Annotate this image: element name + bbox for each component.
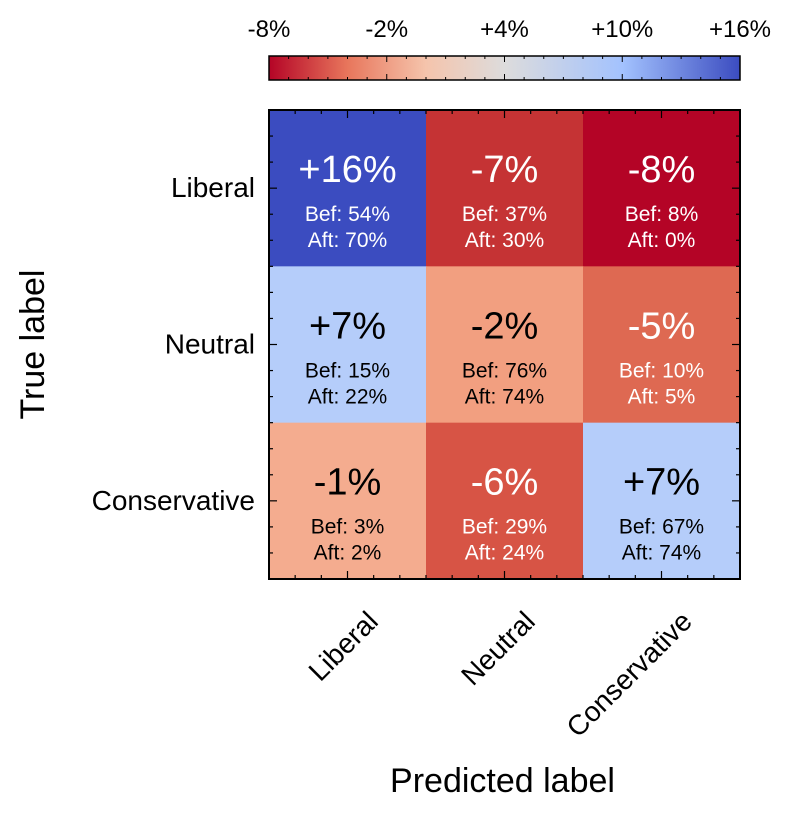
colorbar-tick-label: +4% (480, 16, 529, 43)
cell-before-label: Bef: 54% (305, 203, 390, 226)
cell-after-label: Aft: 30% (465, 229, 544, 252)
cell-after-label: Aft: 74% (622, 542, 701, 565)
plot-frame (268, 109, 741, 580)
heatmap-cell: -2% Bef: 76% Aft: 74% (426, 266, 584, 424)
heatmap-cell-rect (583, 266, 741, 424)
y-tick-label: Conservative (92, 485, 255, 516)
heatmap-cell-rect (269, 422, 427, 580)
cell-after-label: Aft: 0% (628, 229, 696, 252)
cell-before-label: Bef: 76% (462, 359, 547, 382)
x-axis-title: Predicted label (390, 762, 615, 800)
heatmap-cell-rect (426, 422, 584, 580)
y-tick-label: Neutral (165, 329, 255, 360)
cell-before-label: Bef: 3% (311, 516, 385, 539)
cell-delta-label: -2% (471, 305, 539, 347)
x-tick-label: Liberal (303, 605, 384, 686)
cell-before-label: Bef: 29% (462, 516, 547, 539)
cell-delta-label: +7% (309, 305, 386, 347)
cell-delta-label: -1% (314, 462, 382, 504)
heatmap-cell-rect (583, 422, 741, 580)
cell-after-label: Aft: 2% (314, 542, 382, 565)
heatmap-cells: +16%Bef: 54%Aft: 70%-7%Bef: 37%Aft: 30%-… (269, 110, 741, 580)
cell-delta-label: -8% (628, 149, 696, 191)
heatmap-cell: +16% Bef: 54% Aft: 70% (269, 110, 427, 267)
cell-delta-label: -5% (628, 305, 696, 347)
cell-delta-label: -7% (471, 149, 539, 191)
heatmap-cell: -7% Bef: 37% Aft: 30% (426, 110, 584, 267)
cell-delta-label: +16% (298, 149, 396, 191)
cell-before-label: Bef: 67% (619, 516, 704, 539)
heatmap-cell-rect (583, 110, 741, 267)
cell-after-label: Aft: 5% (628, 385, 696, 408)
y-tick-label: Liberal (171, 172, 255, 203)
x-tick-label: Neutral (455, 605, 541, 691)
cell-after-label: Aft: 74% (465, 385, 544, 408)
colorbar-tick-label: -2% (365, 16, 408, 43)
heatmap-cell-rect (426, 110, 584, 267)
colorbar-tick-label: +10% (591, 16, 653, 43)
colorbar-tick-label: +16% (709, 16, 771, 43)
heatmap-cell: +7% Bef: 67% Aft: 74% (583, 422, 741, 580)
cell-before-label: Bef: 10% (619, 359, 704, 382)
cell-after-label: Aft: 24% (465, 542, 544, 565)
heatmap-cell-rect (269, 110, 427, 267)
y-axis-title: True label (14, 270, 52, 420)
cell-after-label: Aft: 70% (308, 229, 387, 252)
heatmap-cell: +7% Bef: 15% Aft: 22% (269, 266, 427, 424)
cell-delta-label: +7% (623, 462, 700, 504)
cell-delta-label: -6% (471, 462, 539, 504)
x-tick-label: Conservative (560, 605, 697, 742)
heatmap-cell: -1% Bef: 3% Aft: 2% (269, 422, 427, 580)
cell-before-label: Bef: 37% (462, 203, 547, 226)
heatmap-cell-rect (269, 266, 427, 424)
colorbar: -8% -2% +4% +10% +16% (248, 16, 771, 81)
heatmap-cell: -6% Bef: 29% Aft: 24% (426, 422, 584, 580)
cell-before-label: Bef: 15% (305, 359, 390, 382)
heatmap-cell-rect (426, 266, 584, 424)
cell-before-label: Bef: 8% (625, 203, 699, 226)
heatmap-cell: -8% Bef: 8% Aft: 0% (583, 110, 741, 267)
heatmap-cell: -5% Bef: 10% Aft: 5% (583, 266, 741, 424)
colorbar-tick-label: -8% (248, 16, 291, 43)
cell-after-label: Aft: 22% (308, 385, 387, 408)
